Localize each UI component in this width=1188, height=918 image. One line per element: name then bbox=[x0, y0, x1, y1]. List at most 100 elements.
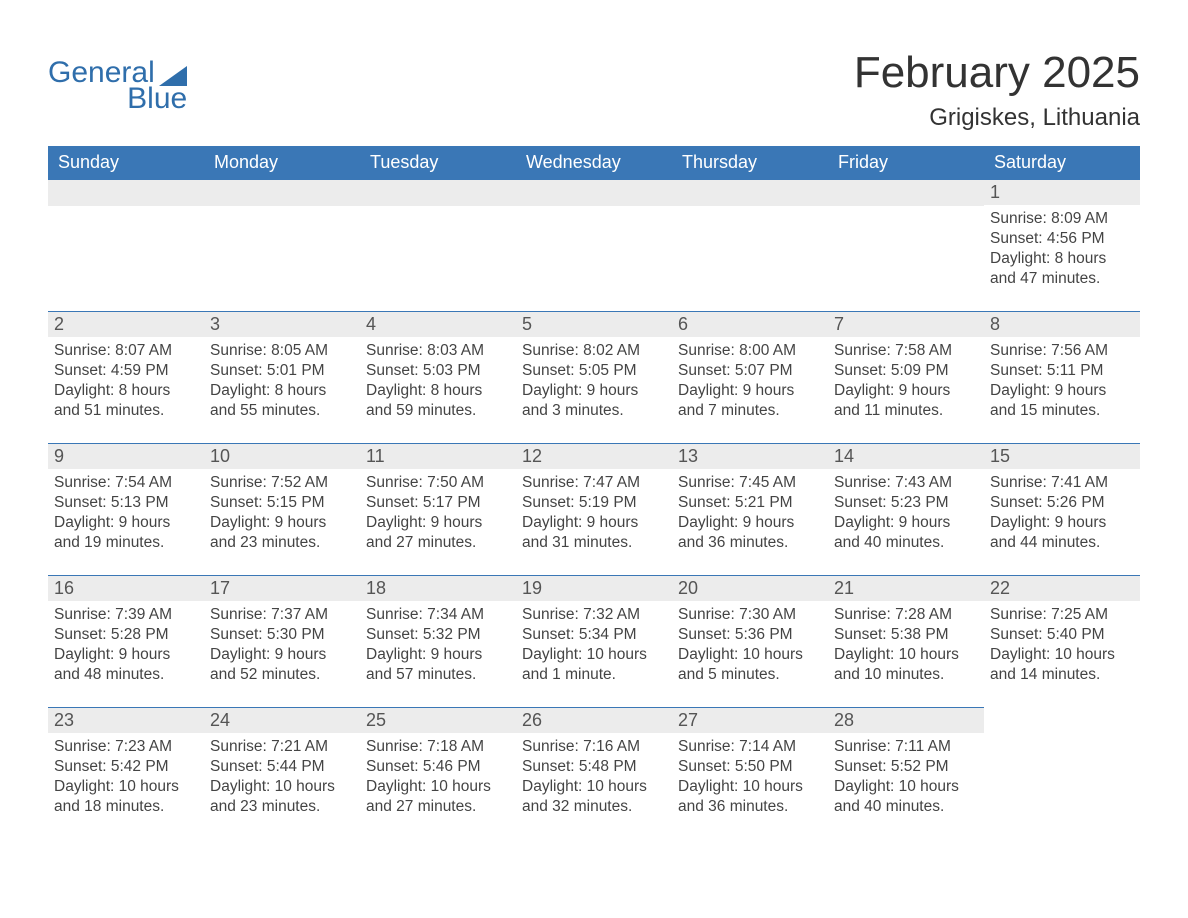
daylight-line: Daylight: 9 hours and 27 minutes. bbox=[366, 513, 510, 553]
sunset-line: Sunset: 5:34 PM bbox=[522, 625, 666, 645]
day-number: 11 bbox=[360, 443, 516, 469]
sunrise-line: Sunrise: 7:34 AM bbox=[366, 605, 510, 625]
sunset-line: Sunset: 5:42 PM bbox=[54, 757, 198, 777]
day-body: Sunrise: 7:37 AMSunset: 5:30 PMDaylight:… bbox=[204, 601, 360, 692]
weekday-header: Wednesday bbox=[516, 146, 672, 179]
empty-day-header bbox=[204, 179, 360, 206]
day-body: Sunrise: 8:02 AMSunset: 5:05 PMDaylight:… bbox=[516, 337, 672, 428]
calendar-cell bbox=[360, 179, 516, 311]
sunrise-line: Sunrise: 8:09 AM bbox=[990, 209, 1134, 229]
calendar-cell: 21Sunrise: 7:28 AMSunset: 5:38 PMDayligh… bbox=[828, 575, 984, 707]
sunset-line: Sunset: 5:09 PM bbox=[834, 361, 978, 381]
daylight-line: Daylight: 10 hours and 36 minutes. bbox=[678, 777, 822, 817]
calendar-table: Sunday Monday Tuesday Wednesday Thursday… bbox=[48, 146, 1140, 839]
brand-triangle-icon bbox=[159, 64, 187, 86]
day-body: Sunrise: 7:58 AMSunset: 5:09 PMDaylight:… bbox=[828, 337, 984, 428]
empty-day-header bbox=[48, 179, 204, 206]
daylight-line: Daylight: 10 hours and 18 minutes. bbox=[54, 777, 198, 817]
calendar-cell: 9Sunrise: 7:54 AMSunset: 5:13 PMDaylight… bbox=[48, 443, 204, 575]
sunrise-line: Sunrise: 7:37 AM bbox=[210, 605, 354, 625]
calendar-cell bbox=[516, 179, 672, 311]
sunrise-line: Sunrise: 8:03 AM bbox=[366, 341, 510, 361]
day-body: Sunrise: 7:30 AMSunset: 5:36 PMDaylight:… bbox=[672, 601, 828, 692]
calendar-cell: 23Sunrise: 7:23 AMSunset: 5:42 PMDayligh… bbox=[48, 707, 204, 839]
weekday-header: Sunday bbox=[48, 146, 204, 179]
daylight-line: Daylight: 10 hours and 5 minutes. bbox=[678, 645, 822, 685]
calendar-cell: 5Sunrise: 8:02 AMSunset: 5:05 PMDaylight… bbox=[516, 311, 672, 443]
sunset-line: Sunset: 5:48 PM bbox=[522, 757, 666, 777]
daylight-line: Daylight: 10 hours and 14 minutes. bbox=[990, 645, 1134, 685]
month-title: February 2025 bbox=[854, 48, 1140, 98]
daylight-line: Daylight: 8 hours and 55 minutes. bbox=[210, 381, 354, 421]
calendar-row: 2Sunrise: 8:07 AMSunset: 4:59 PMDaylight… bbox=[48, 311, 1140, 443]
calendar-cell: 1Sunrise: 8:09 AMSunset: 4:56 PMDaylight… bbox=[984, 179, 1140, 311]
calendar-cell: 26Sunrise: 7:16 AMSunset: 5:48 PMDayligh… bbox=[516, 707, 672, 839]
calendar-cell: 15Sunrise: 7:41 AMSunset: 5:26 PMDayligh… bbox=[984, 443, 1140, 575]
sunset-line: Sunset: 5:03 PM bbox=[366, 361, 510, 381]
day-number: 19 bbox=[516, 575, 672, 601]
day-body: Sunrise: 7:32 AMSunset: 5:34 PMDaylight:… bbox=[516, 601, 672, 692]
day-body: Sunrise: 7:18 AMSunset: 5:46 PMDaylight:… bbox=[360, 733, 516, 824]
sunset-line: Sunset: 5:46 PM bbox=[366, 757, 510, 777]
sunrise-line: Sunrise: 8:05 AM bbox=[210, 341, 354, 361]
calendar-cell: 19Sunrise: 7:32 AMSunset: 5:34 PMDayligh… bbox=[516, 575, 672, 707]
daylight-line: Daylight: 10 hours and 40 minutes. bbox=[834, 777, 978, 817]
calendar-row: 16Sunrise: 7:39 AMSunset: 5:28 PMDayligh… bbox=[48, 575, 1140, 707]
calendar-cell: 24Sunrise: 7:21 AMSunset: 5:44 PMDayligh… bbox=[204, 707, 360, 839]
day-body: Sunrise: 7:43 AMSunset: 5:23 PMDaylight:… bbox=[828, 469, 984, 560]
weekday-header: Monday bbox=[204, 146, 360, 179]
sunrise-line: Sunrise: 7:21 AM bbox=[210, 737, 354, 757]
sunset-line: Sunset: 5:01 PM bbox=[210, 361, 354, 381]
sunrise-line: Sunrise: 7:18 AM bbox=[366, 737, 510, 757]
day-body: Sunrise: 7:56 AMSunset: 5:11 PMDaylight:… bbox=[984, 337, 1140, 428]
weekday-header: Thursday bbox=[672, 146, 828, 179]
daylight-line: Daylight: 8 hours and 59 minutes. bbox=[366, 381, 510, 421]
sunset-line: Sunset: 5:50 PM bbox=[678, 757, 822, 777]
sunrise-line: Sunrise: 7:47 AM bbox=[522, 473, 666, 493]
calendar-cell: 22Sunrise: 7:25 AMSunset: 5:40 PMDayligh… bbox=[984, 575, 1140, 707]
day-number: 21 bbox=[828, 575, 984, 601]
daylight-line: Daylight: 10 hours and 10 minutes. bbox=[834, 645, 978, 685]
empty-day-header bbox=[672, 179, 828, 206]
sunrise-line: Sunrise: 7:45 AM bbox=[678, 473, 822, 493]
daylight-line: Daylight: 10 hours and 23 minutes. bbox=[210, 777, 354, 817]
day-number: 12 bbox=[516, 443, 672, 469]
sunset-line: Sunset: 5:32 PM bbox=[366, 625, 510, 645]
calendar-page: General Blue February 2025 Grigiskes, Li… bbox=[0, 0, 1188, 887]
sunrise-line: Sunrise: 8:07 AM bbox=[54, 341, 198, 361]
daylight-line: Daylight: 9 hours and 57 minutes. bbox=[366, 645, 510, 685]
daylight-line: Daylight: 9 hours and 48 minutes. bbox=[54, 645, 198, 685]
daylight-line: Daylight: 9 hours and 40 minutes. bbox=[834, 513, 978, 553]
sunrise-line: Sunrise: 8:00 AM bbox=[678, 341, 822, 361]
day-body: Sunrise: 8:00 AMSunset: 5:07 PMDaylight:… bbox=[672, 337, 828, 428]
daylight-line: Daylight: 9 hours and 7 minutes. bbox=[678, 381, 822, 421]
calendar-cell: 25Sunrise: 7:18 AMSunset: 5:46 PMDayligh… bbox=[360, 707, 516, 839]
header-row: General Blue February 2025 Grigiskes, Li… bbox=[48, 40, 1140, 146]
sunset-line: Sunset: 5:30 PM bbox=[210, 625, 354, 645]
sunset-line: Sunset: 5:40 PM bbox=[990, 625, 1134, 645]
day-number: 5 bbox=[516, 311, 672, 337]
day-number: 4 bbox=[360, 311, 516, 337]
weekday-header: Friday bbox=[828, 146, 984, 179]
calendar-cell: 18Sunrise: 7:34 AMSunset: 5:32 PMDayligh… bbox=[360, 575, 516, 707]
calendar-cell: 27Sunrise: 7:14 AMSunset: 5:50 PMDayligh… bbox=[672, 707, 828, 839]
daylight-line: Daylight: 9 hours and 19 minutes. bbox=[54, 513, 198, 553]
sunset-line: Sunset: 4:59 PM bbox=[54, 361, 198, 381]
calendar-cell: 8Sunrise: 7:56 AMSunset: 5:11 PMDaylight… bbox=[984, 311, 1140, 443]
daylight-line: Daylight: 9 hours and 44 minutes. bbox=[990, 513, 1134, 553]
sunset-line: Sunset: 5:05 PM bbox=[522, 361, 666, 381]
sunrise-line: Sunrise: 7:50 AM bbox=[366, 473, 510, 493]
day-number: 23 bbox=[48, 707, 204, 733]
calendar-row: 9Sunrise: 7:54 AMSunset: 5:13 PMDaylight… bbox=[48, 443, 1140, 575]
calendar-cell bbox=[48, 179, 204, 311]
daylight-line: Daylight: 10 hours and 32 minutes. bbox=[522, 777, 666, 817]
day-number: 14 bbox=[828, 443, 984, 469]
calendar-cell: 16Sunrise: 7:39 AMSunset: 5:28 PMDayligh… bbox=[48, 575, 204, 707]
daylight-line: Daylight: 9 hours and 36 minutes. bbox=[678, 513, 822, 553]
day-body: Sunrise: 8:05 AMSunset: 5:01 PMDaylight:… bbox=[204, 337, 360, 428]
day-number: 16 bbox=[48, 575, 204, 601]
sunrise-line: Sunrise: 7:39 AM bbox=[54, 605, 198, 625]
day-number: 3 bbox=[204, 311, 360, 337]
sunrise-line: Sunrise: 7:54 AM bbox=[54, 473, 198, 493]
daylight-line: Daylight: 9 hours and 23 minutes. bbox=[210, 513, 354, 553]
